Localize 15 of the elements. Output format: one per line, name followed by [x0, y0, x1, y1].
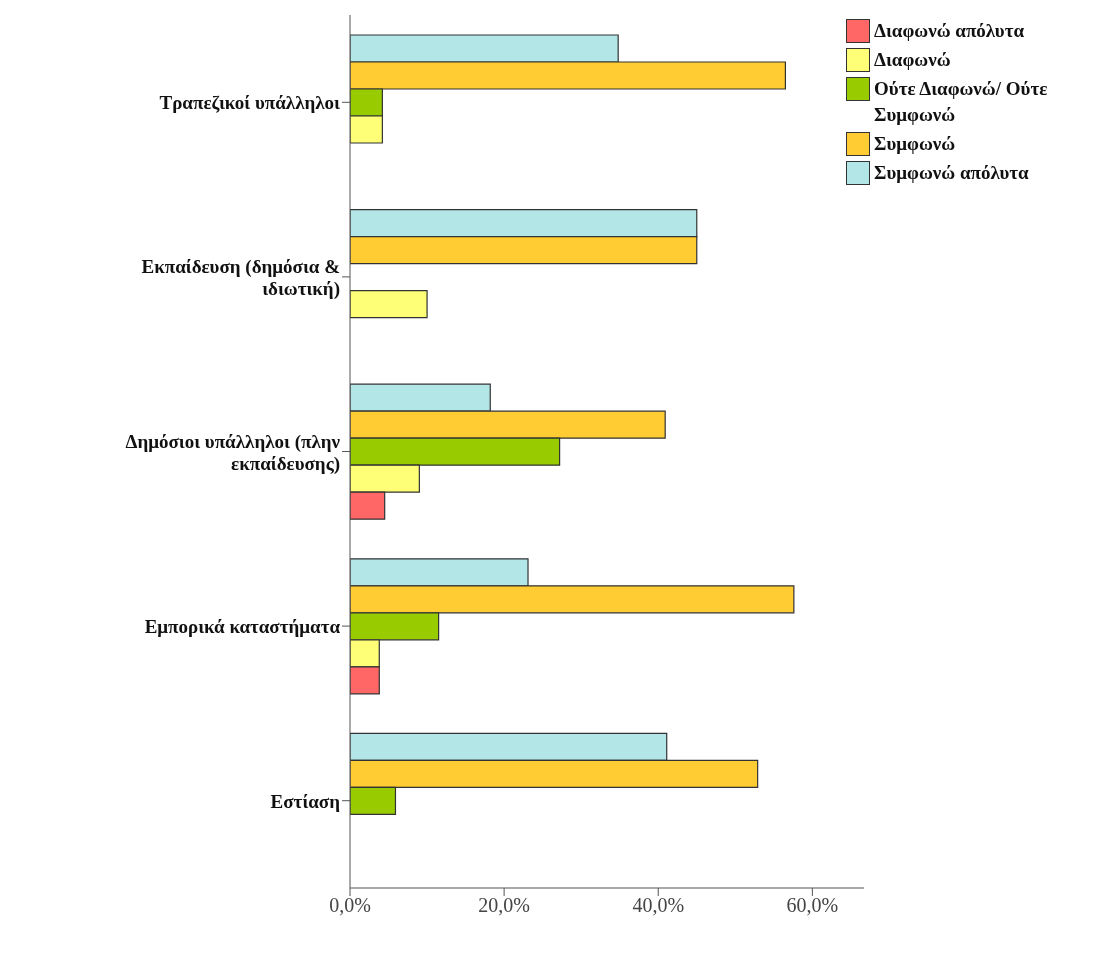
bar	[350, 290, 428, 319]
x-tick-label: 60,0%	[786, 894, 839, 917]
legend-label: Ούτε Διαφωνώ/ Ούτε Συμφωνώ	[874, 77, 1049, 127]
legend-label: Διαφωνώ απόλυτα	[874, 19, 1026, 43]
legend-label: Συμφωνώ απόλυτα	[874, 161, 1030, 185]
legend-label: Συμφωνώ	[874, 132, 957, 156]
legend-label: Διαφωνώ	[874, 48, 952, 72]
x-tick-label: 40,0%	[632, 894, 685, 917]
x-tick-label: 20,0%	[478, 894, 530, 917]
y-tick-label: Εμπορικά καταστήματα	[144, 615, 341, 637]
y-tick-label: Τραπεζικοί υπάλληλοι	[159, 91, 341, 113]
y-tick-label: Δημόσιοι υπάλληλοι (πλην εκπαίδευσης)	[125, 430, 341, 474]
x-tick-label: 0,0%	[329, 894, 371, 917]
y-tick-label: Εστίαση	[270, 790, 340, 812]
y-tick-label: Εκπαίδευση (δημόσια & ιδιωτική)	[141, 255, 340, 300]
